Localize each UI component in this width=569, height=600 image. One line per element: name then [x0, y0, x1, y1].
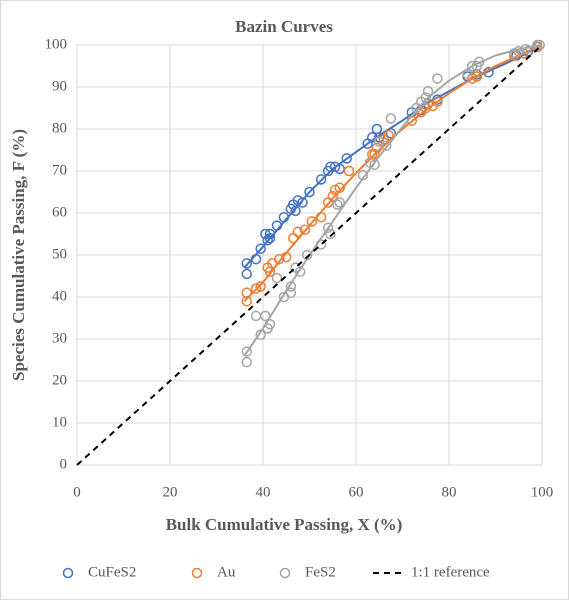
point: [281, 251, 292, 263]
point: [432, 96, 443, 107]
y-tick-label: 90: [52, 78, 67, 94]
y-tick-label: 20: [52, 372, 67, 388]
legend-swatch: [62, 567, 74, 579]
point: [264, 319, 276, 330]
point: [315, 174, 327, 185]
point: [343, 165, 355, 177]
x-tick-label: 80: [442, 484, 457, 500]
y-tick-label: 60: [52, 204, 67, 220]
point: [292, 226, 304, 238]
point: [250, 253, 262, 265]
point: [278, 211, 290, 223]
point: [334, 197, 345, 208]
point: [297, 197, 308, 208]
x-tick-label: 20: [163, 484, 178, 500]
point: [271, 272, 283, 284]
x-tick-label: 100: [531, 484, 554, 500]
point: [534, 39, 545, 51]
point: [285, 281, 297, 292]
point: [264, 232, 276, 244]
point: [357, 169, 369, 181]
y-tick-label: 30: [52, 330, 67, 346]
point: [301, 249, 313, 261]
point: [306, 216, 318, 227]
chart-title: Bazin Curves: [235, 17, 333, 36]
legend-swatch: [191, 567, 203, 579]
point: [241, 258, 252, 269]
point: [332, 199, 343, 210]
point: [255, 243, 266, 254]
point: [513, 46, 524, 57]
point: [380, 140, 392, 152]
point: [315, 211, 327, 223]
point: [290, 205, 301, 217]
point: [260, 310, 271, 322]
legend-label: Au: [217, 564, 236, 580]
y-tick-label: 70: [52, 162, 67, 178]
point: [294, 266, 306, 278]
point: [264, 228, 276, 240]
point: [262, 235, 273, 246]
legend-swatch: [279, 567, 291, 579]
point: [241, 346, 252, 357]
point: [420, 92, 431, 103]
point: [385, 127, 397, 139]
x-tick-label: 60: [349, 484, 364, 500]
legend-label: FeS2: [305, 564, 336, 580]
point: [334, 182, 345, 194]
x-tick-label: 40: [256, 484, 271, 500]
point: [369, 159, 380, 170]
point: [327, 190, 338, 202]
legend-label: 1:1 reference: [411, 564, 490, 580]
point: [462, 69, 473, 80]
x-tick-label: 0: [73, 484, 81, 500]
point: [520, 43, 531, 55]
point: [241, 356, 252, 368]
point: [271, 220, 283, 231]
point: [241, 287, 252, 299]
point: [299, 224, 311, 236]
point: [274, 253, 285, 265]
point: [304, 186, 315, 198]
legend-label: CuFeS2: [88, 564, 136, 580]
x-axis-label: Bulk Cumulative Passing, X (%): [166, 515, 403, 534]
point: [255, 281, 266, 292]
point: [322, 222, 334, 233]
y-tick-label: 0: [60, 456, 68, 472]
y-axis-label: Species Cumulative Passing, F (%): [9, 129, 28, 381]
point: [422, 85, 434, 97]
point: [432, 73, 443, 84]
point: [325, 228, 336, 240]
y-tick-label: 100: [45, 36, 68, 52]
point: [383, 130, 394, 141]
point: [315, 239, 327, 250]
point: [385, 113, 397, 124]
point: [285, 287, 297, 299]
fit-curve: [243, 44, 543, 357]
reference-line: [76, 44, 543, 466]
point: [255, 329, 266, 341]
y-tick-label: 40: [52, 288, 67, 304]
point: [473, 56, 485, 68]
point: [369, 148, 380, 160]
y-tick-label: 50: [52, 246, 67, 262]
y-tick-label: 80: [52, 120, 67, 136]
y-tick-label: 10: [52, 414, 67, 430]
point: [341, 153, 352, 164]
point: [241, 268, 252, 280]
